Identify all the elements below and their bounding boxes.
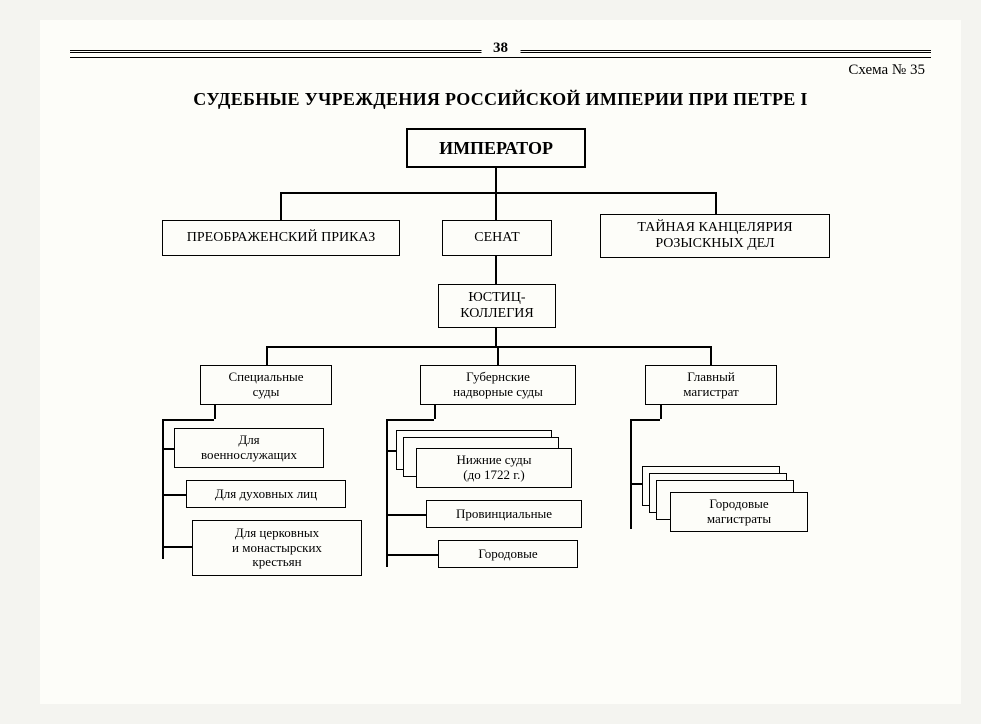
edge: [280, 192, 716, 194]
edge: [495, 328, 497, 346]
node-taynaya: ТАЙНАЯ КАНЦЕЛЯРИЯ РОЗЫСКНЫХ ДЕЛ: [600, 214, 830, 258]
edge: [386, 514, 426, 516]
edge: [266, 346, 268, 365]
edge: [715, 192, 717, 214]
schema-label: Схема № 35: [70, 62, 925, 79]
node-gubern: Губернские надворные суды: [420, 365, 576, 405]
edge: [630, 483, 642, 485]
page: 38 Схема № 35 СУДЕБНЫЕ УЧРЕЖДЕНИЯ РОССИЙ…: [40, 20, 961, 704]
edge: [386, 450, 396, 452]
page-title: СУДЕБНЫЕ УЧРЕЖДЕНИЯ РОССИЙСКОЙ ИМПЕРИИ П…: [70, 89, 931, 110]
edge: [162, 419, 164, 559]
edge: [386, 554, 438, 556]
top-rule: 38: [70, 50, 931, 56]
node-clergy: Для духовных лиц: [186, 480, 346, 508]
edge: [386, 419, 388, 567]
edge: [386, 419, 434, 421]
edge: [162, 419, 214, 421]
edge: [214, 405, 216, 419]
node-justice: ЮСТИЦ- КОЛЛЕГИЯ: [438, 284, 556, 328]
node-prov: Провинциальные: [426, 500, 582, 528]
node-glavmag: Главный магистрат: [645, 365, 777, 405]
node-special: Специальные суды: [200, 365, 332, 405]
edge: [497, 346, 499, 365]
node-senate: СЕНАТ: [442, 220, 552, 256]
edge: [630, 419, 632, 529]
node-lower: Нижние суды (до 1722 г.): [416, 448, 572, 488]
node-emperor: ИМПЕРАТОР: [406, 128, 586, 168]
node-mil: Для военнослужащих: [174, 428, 324, 468]
edge: [280, 192, 282, 220]
edge: [630, 419, 660, 421]
node-gormag: Городовые магистраты: [670, 492, 808, 532]
edge: [266, 346, 710, 348]
node-gorod: Городовые: [438, 540, 578, 568]
node-preobr: ПРЕОБРАЖЕНСКИЙ ПРИКАЗ: [162, 220, 400, 256]
page-number: 38: [481, 40, 520, 57]
edge: [162, 494, 186, 496]
edge: [660, 405, 662, 419]
edge: [495, 192, 497, 220]
edge: [162, 546, 192, 548]
edge: [495, 256, 497, 284]
edge: [495, 168, 497, 192]
edge: [434, 405, 436, 419]
edge: [162, 448, 174, 450]
edge: [710, 346, 712, 365]
node-church: Для церковных и монастырских крестьян: [192, 520, 362, 576]
diagram-canvas: ИМПЕРАТОР ПРЕОБРАЖЕНСКИЙ ПРИКАЗ СЕНАТ ТА…: [70, 128, 931, 648]
